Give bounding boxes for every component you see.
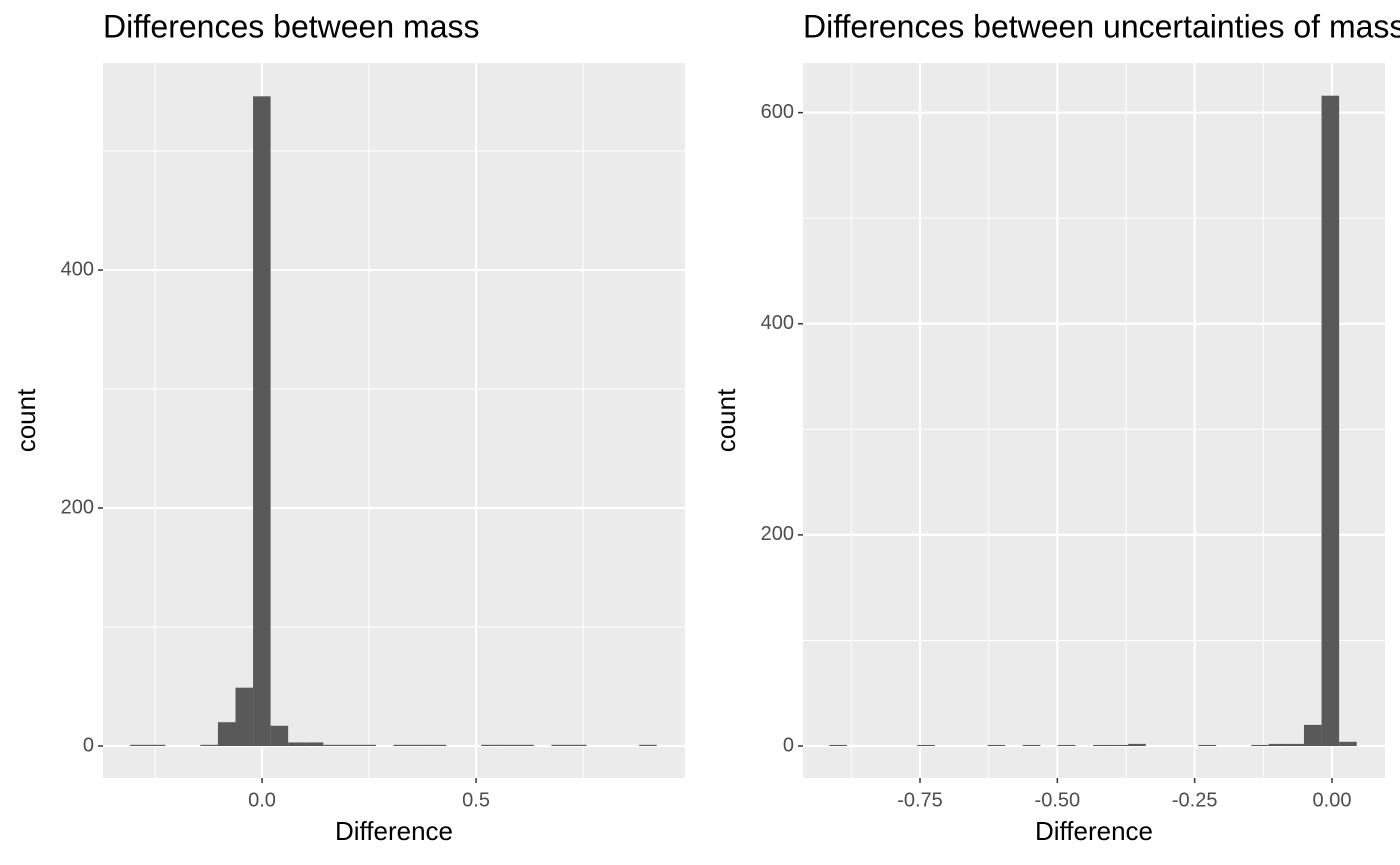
bar [917, 744, 935, 747]
bar [323, 744, 341, 746]
bar [411, 744, 429, 746]
bar [305, 742, 324, 746]
bar [217, 722, 236, 746]
panel-background [103, 63, 685, 778]
bar [1022, 744, 1041, 747]
y-tick-label: 200 [761, 523, 794, 545]
y-tick-label: 400 [61, 258, 94, 280]
x-tick-label: 0.00 [1313, 789, 1352, 811]
bar [1128, 743, 1146, 747]
bar [481, 744, 499, 746]
bar [393, 744, 412, 746]
panel-background [803, 63, 1385, 778]
chart-title: Differences between mass [103, 8, 479, 44]
bar [1251, 744, 1269, 747]
bar [516, 744, 534, 746]
bar [987, 744, 1006, 747]
bar [1321, 95, 1340, 747]
bar [498, 744, 517, 746]
bar [147, 744, 166, 746]
bar [1093, 744, 1111, 747]
bar [270, 725, 289, 746]
bar [1198, 744, 1217, 747]
bar [1303, 724, 1322, 747]
x-tick-label: 0.0 [248, 789, 276, 811]
bar [1268, 743, 1287, 747]
y-tick-label: 600 [761, 101, 794, 123]
y-tick-label: 0 [83, 734, 94, 756]
bar [235, 687, 254, 746]
bar [639, 744, 657, 746]
y-axis-title: count [711, 388, 741, 452]
bar [253, 96, 271, 746]
y-tick-label: 400 [761, 312, 794, 334]
bar [288, 742, 306, 746]
chart-title: Differences between uncertainties of mas… [803, 8, 1400, 44]
bar [1339, 741, 1357, 747]
x-tick-label: -0.75 [897, 789, 943, 811]
bar [551, 744, 569, 746]
bar [358, 744, 376, 746]
bar [1057, 744, 1076, 747]
bar [130, 744, 148, 746]
x-axis-title: Difference [1035, 816, 1153, 846]
bar [829, 744, 847, 747]
bar [568, 744, 587, 746]
x-tick-label: -0.25 [1172, 789, 1218, 811]
bar [200, 744, 218, 746]
y-axis-title: count [11, 388, 41, 452]
x-tick-label: -0.50 [1035, 789, 1081, 811]
x-tick-label: 0.5 [462, 789, 490, 811]
bar [428, 744, 447, 746]
bar [1286, 743, 1304, 747]
x-axis-title: Difference [335, 816, 453, 846]
bar [340, 744, 359, 746]
bar [1110, 744, 1129, 747]
y-tick-label: 0 [783, 734, 794, 756]
y-tick-label: 200 [61, 496, 94, 518]
